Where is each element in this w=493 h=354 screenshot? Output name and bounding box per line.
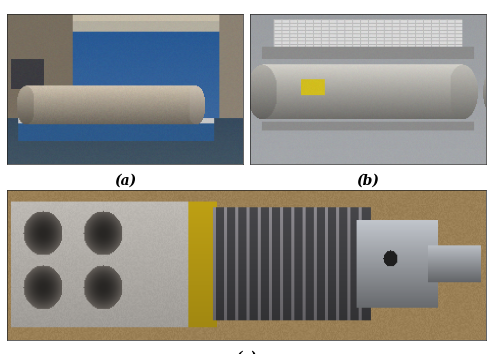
Text: (a): (a): [114, 174, 136, 188]
Text: (b): (b): [356, 174, 379, 188]
Text: (c): (c): [236, 350, 257, 354]
